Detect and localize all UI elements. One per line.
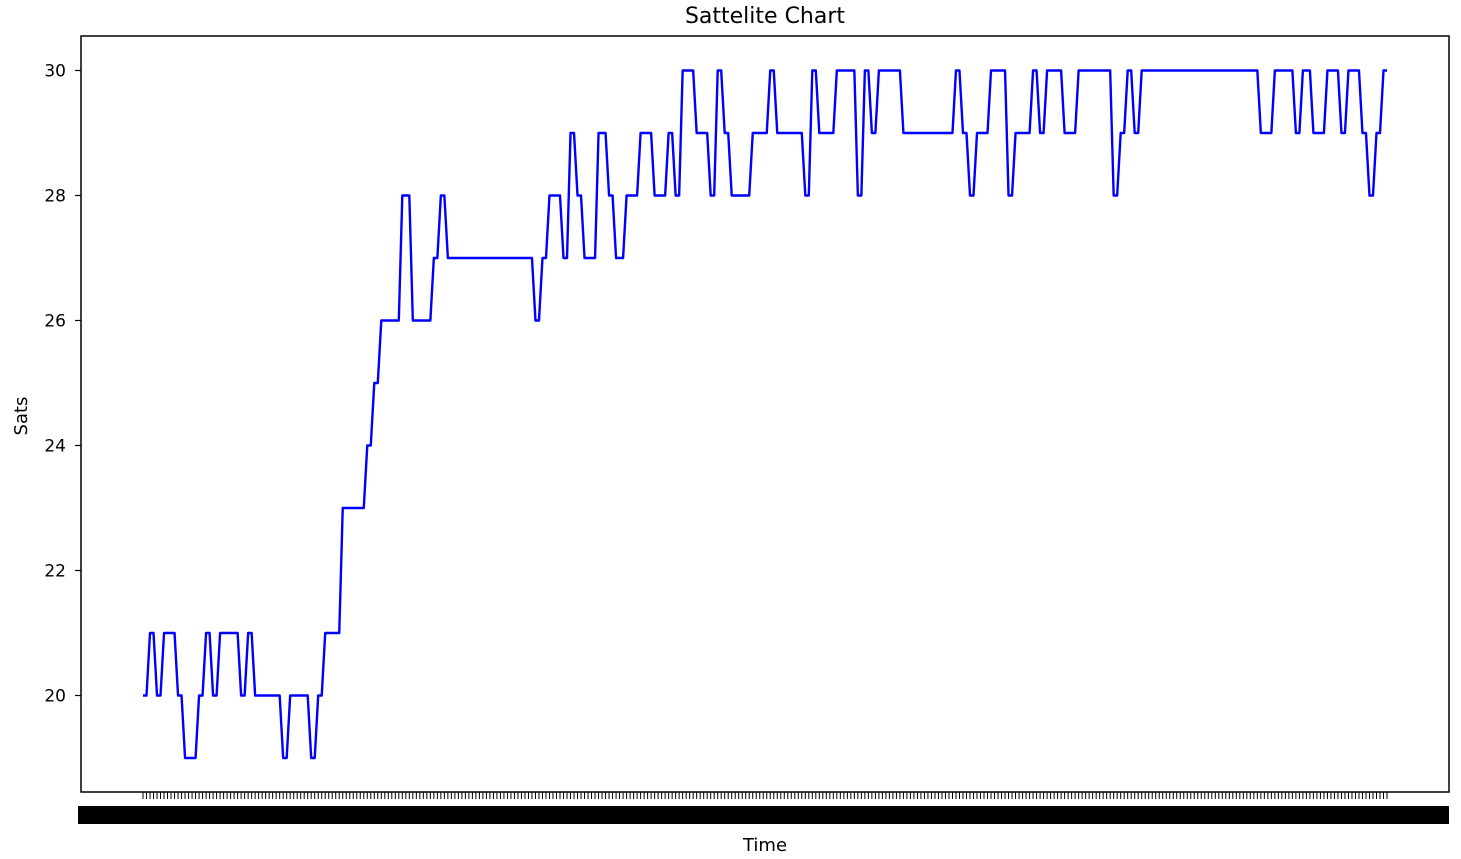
y-axis-label: Sats <box>11 397 32 436</box>
series-group <box>143 69 1387 760</box>
y-tick-label: 20 <box>44 687 66 707</box>
y-tick-label: 22 <box>44 562 66 582</box>
x-axis-ticks <box>78 792 1449 824</box>
y-tick-label: 30 <box>44 62 66 82</box>
x-tick-labels-overlap <box>78 806 1449 824</box>
plot-frame <box>80 35 1450 793</box>
y-axis-ticks: 20 22 24 26 28 30 <box>44 62 81 707</box>
y-tick-label: 28 <box>44 187 66 207</box>
series-line <box>143 69 1387 760</box>
x-axis-label: Time <box>742 835 787 856</box>
y-tick-label: 26 <box>44 312 66 332</box>
chart-title: Sattelite Chart <box>685 4 845 29</box>
y-tick-label: 24 <box>44 437 66 457</box>
